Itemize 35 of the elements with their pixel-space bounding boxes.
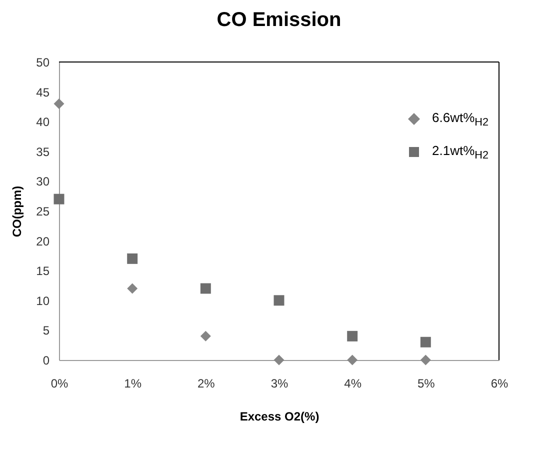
x-tick-label: 3% — [270, 376, 288, 390]
point — [274, 354, 284, 366]
x-tick-label: 1% — [124, 376, 142, 390]
x-tick-label: 2% — [197, 376, 216, 390]
point — [274, 295, 284, 306]
x-tick-label: 4% — [344, 376, 362, 390]
point — [127, 253, 138, 264]
y-axis-title: CO(ppm) — [10, 186, 24, 238]
y-tick-label: 25 — [36, 204, 50, 218]
point — [347, 330, 358, 342]
y-tick-label: 50 — [36, 56, 50, 70]
chart-title: CO Emission — [216, 9, 342, 31]
y-tick-label: 15 — [36, 264, 50, 278]
x-tick-label: 5% — [417, 376, 436, 390]
x-tick-label: 0% — [50, 376, 68, 390]
y-tick-label: 40 — [36, 115, 50, 130]
x-axis-title: Excess O2(%) — [240, 410, 320, 424]
y-tick-label: 35 — [36, 144, 50, 159]
point — [347, 354, 358, 366]
point — [200, 283, 211, 294]
point — [54, 98, 64, 109]
legend-label: 6.6wt%$_{H2}$ — [432, 110, 488, 129]
point — [127, 283, 138, 294]
point — [420, 354, 431, 366]
y-tick-label: 30 — [36, 174, 50, 189]
y-tick-label: 0 — [42, 354, 50, 368]
y-tick-label: 5 — [42, 324, 50, 338]
point — [200, 330, 211, 342]
y-tick-label: 10 — [36, 294, 50, 308]
point — [54, 194, 64, 204]
y-tick-label: 20 — [36, 234, 50, 248]
x-tick-label: 6% — [490, 376, 508, 390]
legend-label: 2.1wt%$_{H2}$ — [432, 142, 488, 162]
y-tick-label: 45 — [36, 85, 50, 100]
point — [420, 336, 431, 348]
